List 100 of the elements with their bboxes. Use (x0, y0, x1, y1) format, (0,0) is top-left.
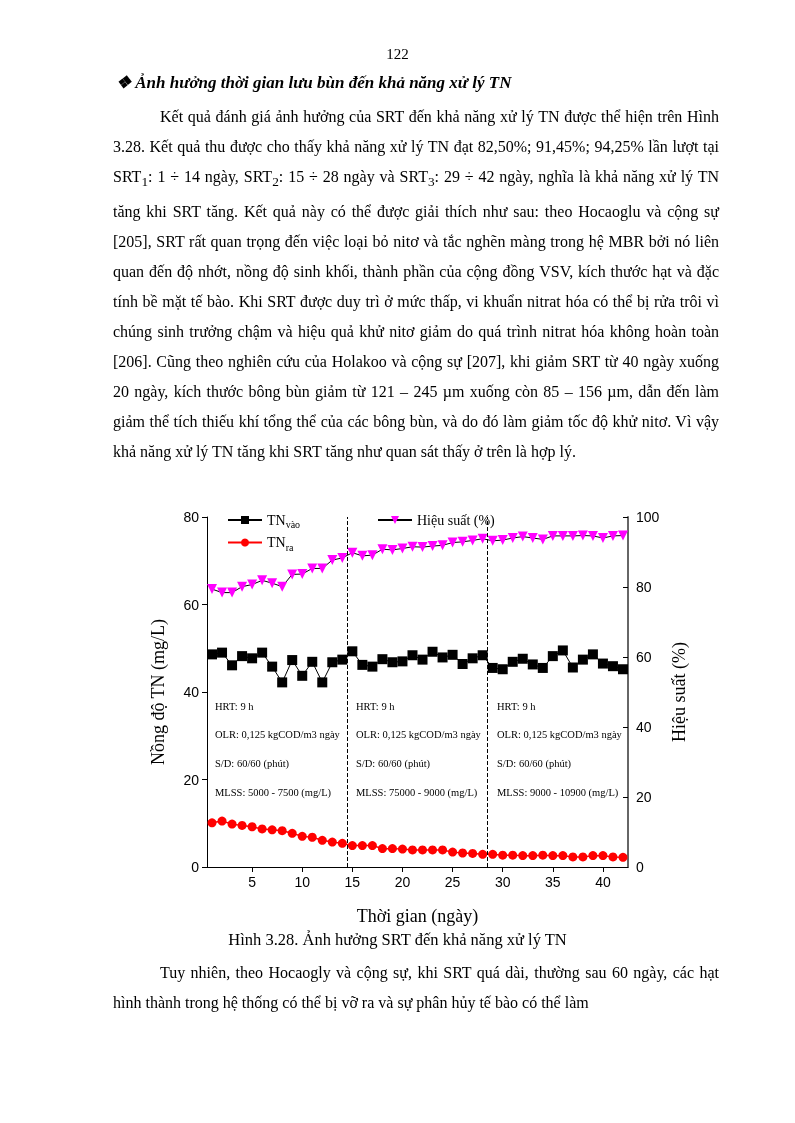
point (577, 530, 588, 541)
point (617, 530, 628, 541)
x-tick-label: 35 (545, 874, 561, 890)
point (487, 662, 498, 673)
point (307, 832, 317, 842)
text: ❖ Ảnh hưởng thời gian lưu bùn đến khả năng xử lý TN (116, 72, 512, 93)
annotation: HRT: 9 h (356, 700, 396, 712)
point (587, 530, 598, 541)
point (427, 541, 438, 552)
point (508, 850, 518, 860)
point (297, 569, 308, 580)
point (487, 535, 498, 546)
point (588, 851, 598, 861)
annotation: S/D: 60/60 (phút) (356, 757, 431, 770)
y-tick-label: 80 (183, 509, 200, 525)
point (447, 649, 458, 660)
point (247, 822, 257, 832)
point (437, 540, 448, 551)
point (387, 544, 398, 555)
point (377, 544, 388, 555)
point (578, 852, 588, 862)
point (418, 845, 428, 855)
point (267, 578, 278, 589)
point (397, 543, 408, 554)
point (287, 655, 298, 666)
point (217, 647, 228, 658)
point (597, 658, 608, 669)
point (567, 530, 578, 541)
x-tick-label: 10 (294, 874, 311, 890)
point (327, 657, 338, 668)
point (517, 531, 528, 542)
point (467, 535, 478, 546)
point (467, 653, 478, 664)
y2-tick-label: 20 (636, 789, 652, 805)
point (257, 575, 268, 586)
point (387, 657, 398, 668)
point (598, 851, 608, 861)
point (547, 651, 558, 662)
point (217, 587, 228, 598)
point (468, 848, 478, 858)
point (537, 662, 548, 673)
point (327, 555, 338, 566)
point (257, 824, 267, 834)
point (447, 537, 458, 548)
point (317, 835, 327, 845)
point (437, 652, 448, 663)
point (557, 645, 568, 656)
point (317, 677, 328, 688)
point (607, 661, 618, 672)
point (367, 550, 378, 561)
point (257, 647, 268, 658)
point (207, 584, 218, 595)
point (317, 563, 328, 574)
point (277, 581, 288, 592)
y-tick-label: 0 (191, 859, 200, 875)
x-tick-label: 5 (248, 874, 257, 890)
point (237, 581, 248, 592)
y2-tick-label: 40 (636, 719, 652, 735)
point (347, 841, 357, 851)
point (527, 533, 538, 543)
point (377, 844, 387, 854)
point (408, 845, 417, 855)
point (617, 664, 628, 675)
point (247, 579, 258, 590)
x-tick-label: 20 (394, 874, 411, 890)
y-tick-label: 60 (183, 596, 200, 613)
annotation: MLSS: 5000 - 7500 (mg/L) (215, 786, 332, 799)
point (397, 844, 407, 854)
point (347, 646, 358, 657)
y2-tick-label: 60 (636, 649, 652, 665)
point (477, 533, 488, 544)
point (568, 852, 578, 862)
point (538, 850, 548, 860)
point (438, 845, 448, 855)
annotation: S/D: 60/60 (phút) (215, 757, 290, 770)
point (417, 654, 428, 665)
point (227, 587, 238, 598)
point (297, 670, 308, 681)
point (387, 844, 397, 854)
point (307, 563, 318, 574)
point (518, 851, 528, 861)
point (367, 841, 377, 851)
y2-tick-label: 0 (636, 859, 644, 875)
point (227, 819, 237, 829)
point (488, 849, 498, 859)
annotation: OLR: 0,125 kgCOD/m3 ngày (356, 729, 482, 741)
point (607, 530, 618, 541)
point (357, 659, 368, 670)
y-tick-label: 20 (183, 771, 200, 788)
point (567, 662, 578, 673)
point (517, 653, 528, 664)
point (537, 534, 548, 545)
point (457, 536, 468, 547)
point (347, 547, 358, 558)
point (377, 654, 388, 665)
annotation: MLSS: 75000 - 9000 (mg/L) (356, 786, 478, 799)
point (267, 661, 278, 672)
point (337, 654, 348, 665)
point (287, 569, 298, 580)
annotation: OLR: 0,125 kgCOD/m3 ngày (215, 729, 341, 741)
